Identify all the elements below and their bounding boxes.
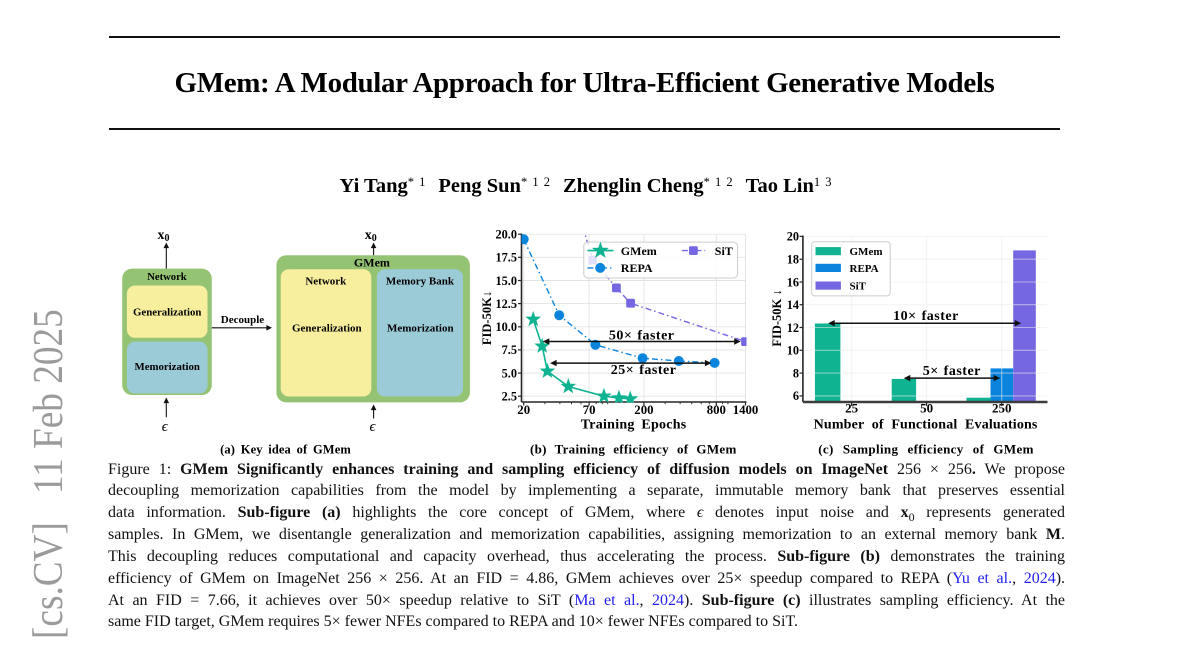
svg-text:Memory Bank: Memory Bank xyxy=(386,275,455,287)
svg-text:FID-50K↓: FID-50K↓ xyxy=(480,291,494,345)
svg-text:10.0: 10.0 xyxy=(495,320,517,334)
svg-text:5.0: 5.0 xyxy=(502,366,517,380)
svg-text:20.0: 20.0 xyxy=(495,228,517,242)
svg-text:20: 20 xyxy=(787,230,799,244)
svg-text:Decouple: Decouple xyxy=(221,314,265,326)
svg-text:1400: 1400 xyxy=(733,403,759,417)
svg-text:SiT: SiT xyxy=(850,280,867,292)
svg-text:16: 16 xyxy=(787,275,799,289)
svg-text:25× faster: 25× faster xyxy=(611,363,677,378)
svg-text:200: 200 xyxy=(634,403,653,417)
svg-text:2.5: 2.5 xyxy=(502,390,517,404)
svg-text:8: 8 xyxy=(793,366,799,380)
svg-text:20: 20 xyxy=(517,403,530,417)
svg-text:x0: x0 xyxy=(158,228,170,244)
svg-text:50× faster: 50× faster xyxy=(609,328,675,343)
svg-text:6: 6 xyxy=(793,389,799,403)
svg-text:Generalization: Generalization xyxy=(133,306,201,318)
svg-text:FID-50K ↓: FID-50K ↓ xyxy=(770,289,784,346)
svg-text:17.5: 17.5 xyxy=(495,251,517,265)
svg-text:70: 70 xyxy=(583,403,596,417)
svg-text:10× faster: 10× faster xyxy=(893,309,959,324)
svg-text:ϵ: ϵ xyxy=(162,419,169,435)
svg-text:GMem: GMem xyxy=(850,246,883,258)
svg-text:(b) Training efficiency of GMe: (b) Training efficiency of GMem xyxy=(530,441,737,456)
svg-text:15.0: 15.0 xyxy=(495,274,517,288)
svg-text:Network: Network xyxy=(147,272,187,283)
svg-text:Network: Network xyxy=(305,275,347,287)
svg-text:25: 25 xyxy=(845,401,859,416)
svg-text:Generalization: Generalization xyxy=(292,323,362,335)
svg-text:REPA: REPA xyxy=(621,261,653,275)
svg-text:ϵ: ϵ xyxy=(370,419,377,435)
svg-text:10: 10 xyxy=(787,344,799,358)
svg-text:GMem: GMem xyxy=(354,256,390,270)
svg-text:x0: x0 xyxy=(365,228,377,244)
svg-text:12: 12 xyxy=(787,321,799,335)
svg-text:5× faster: 5× faster xyxy=(923,364,981,379)
svg-text:(c) Sampling efficiency of GMe: (c) Sampling efficiency of GMem xyxy=(818,441,1034,456)
svg-text:800: 800 xyxy=(707,403,726,417)
svg-text:REPA: REPA xyxy=(850,263,879,275)
svg-text:SiT: SiT xyxy=(715,244,733,258)
svg-text:Number of Functional Evaluatio: Number of Functional Evaluations xyxy=(814,417,1038,432)
svg-text:50: 50 xyxy=(920,401,933,416)
svg-text:7.5: 7.5 xyxy=(502,343,517,357)
svg-text:250: 250 xyxy=(992,401,1012,416)
svg-text:Memorization: Memorization xyxy=(387,323,454,335)
svg-text:Memorization: Memorization xyxy=(135,361,200,373)
svg-text:(a) Key idea of GMem: (a) Key idea of GMem xyxy=(220,442,351,456)
svg-text:GMem: GMem xyxy=(621,244,657,258)
svg-text:18: 18 xyxy=(787,253,799,267)
svg-text:14: 14 xyxy=(787,298,799,312)
svg-text:12.5: 12.5 xyxy=(495,297,517,311)
svg-text:Training Epochs: Training Epochs xyxy=(581,417,687,432)
